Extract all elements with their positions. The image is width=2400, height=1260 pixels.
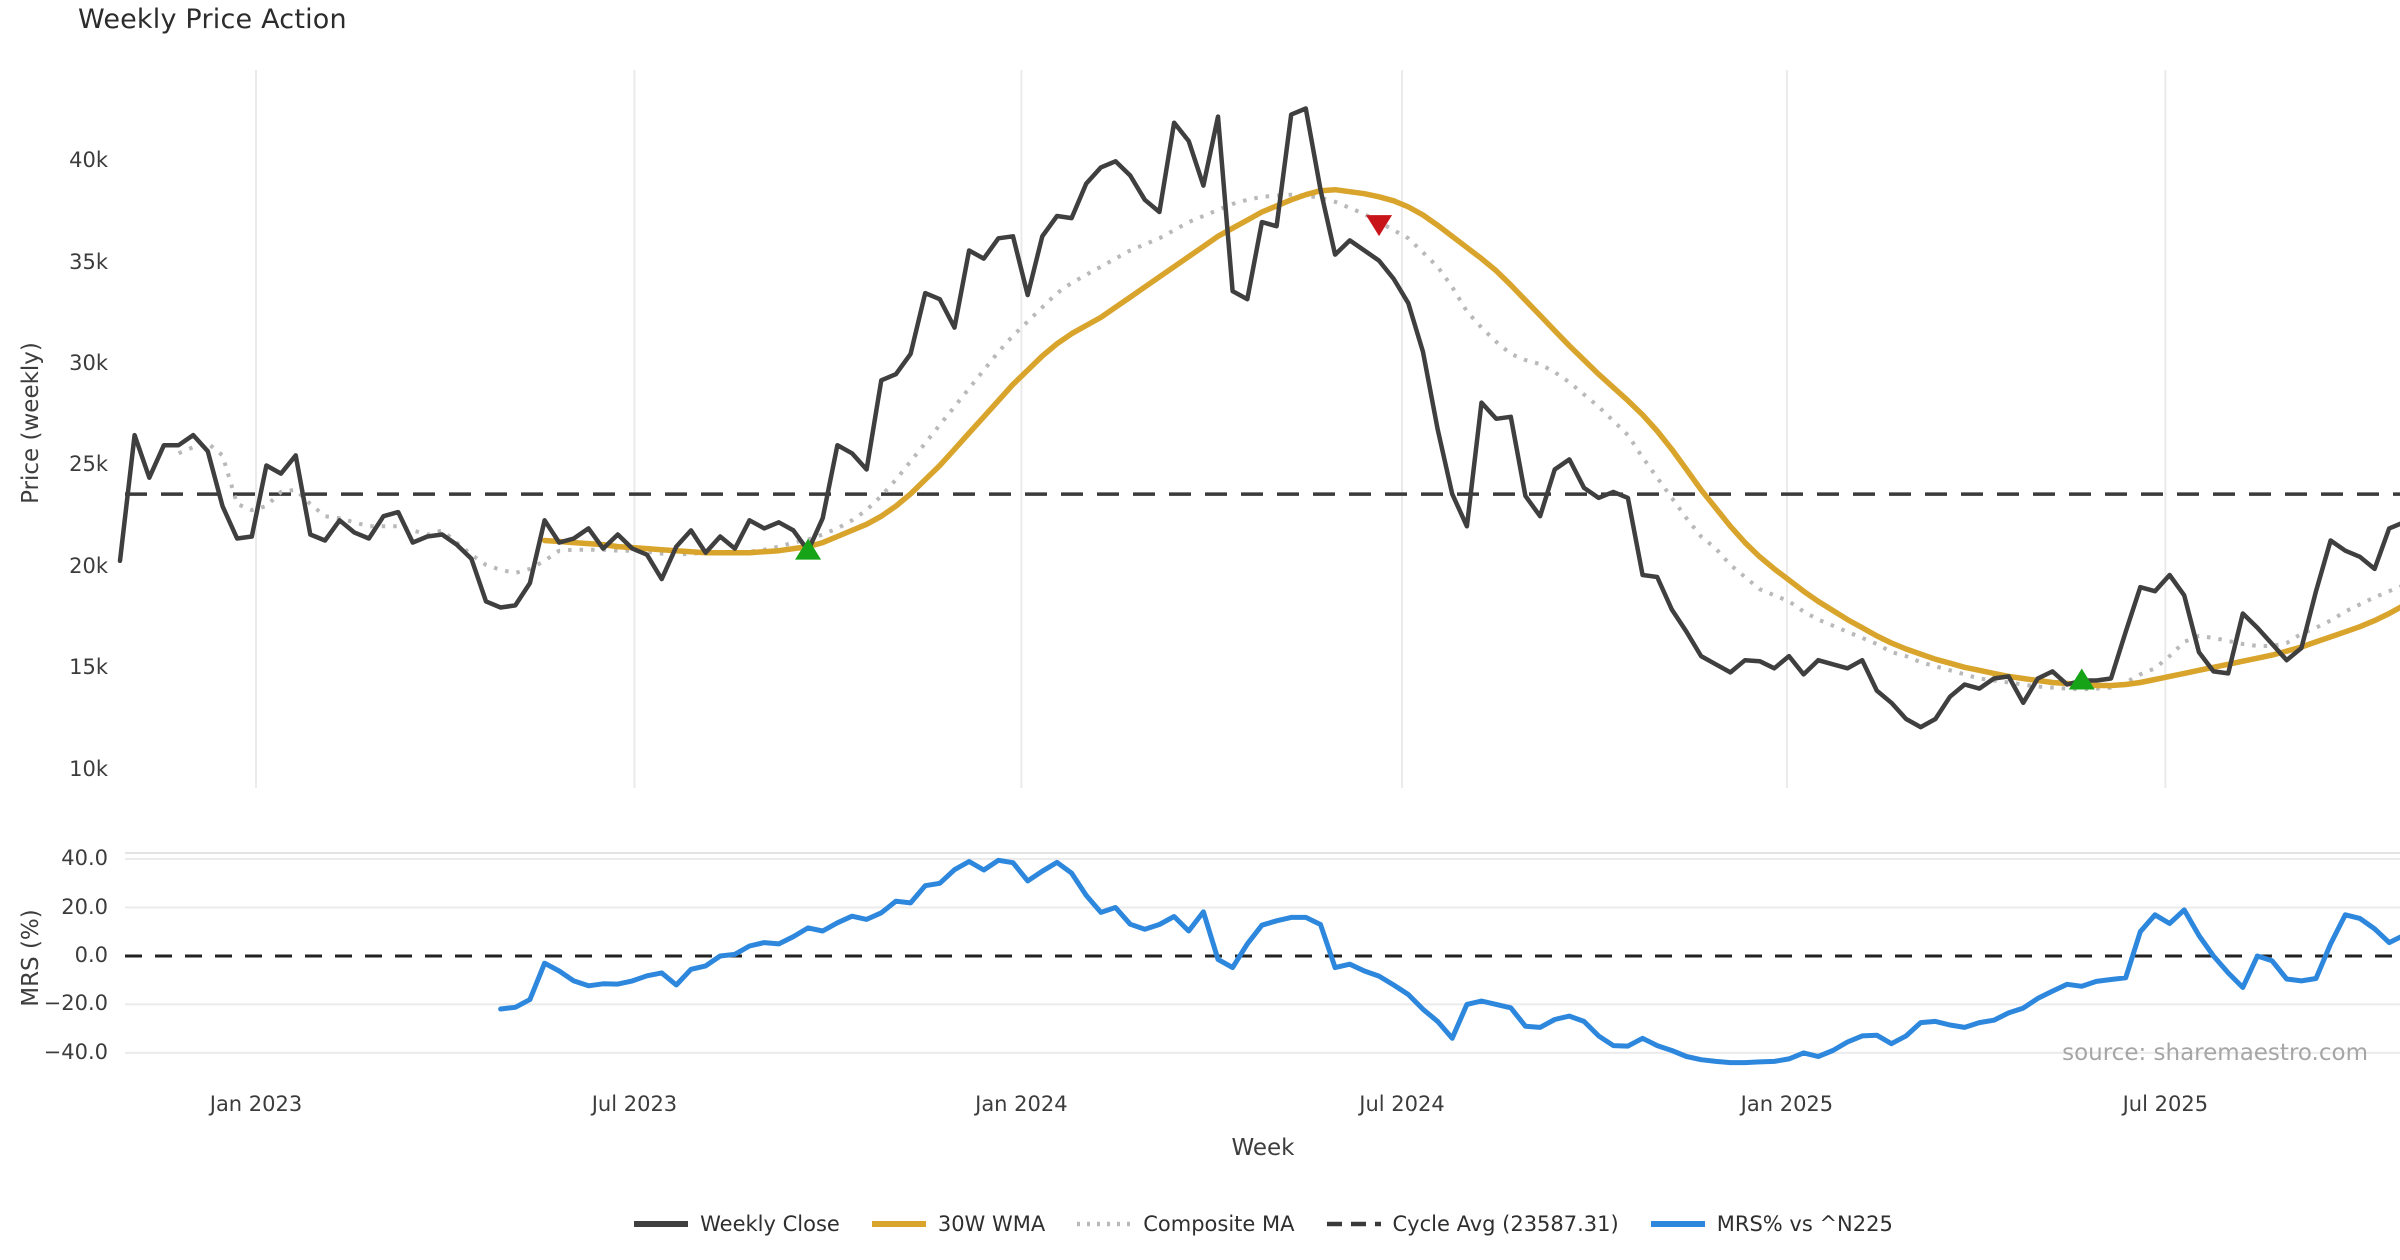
weekly-close-line	[117, 106, 2400, 730]
legend: Weekly Close 30W WMA Composite MA Cycle Avg…	[125, 1212, 2400, 1236]
mrs-y-tick-label: −40.0	[43, 1039, 108, 1064]
legend-swatch-dotted-icon	[1077, 1221, 1132, 1227]
mrs-y-tick-label: 0.0	[74, 942, 108, 967]
x-tick-label: Jan 2025	[1740, 1092, 1834, 1116]
mrs-y-tick-label: −20.0	[43, 991, 108, 1016]
mrs-vs-n225-line	[498, 857, 2400, 1066]
sell-signal-marker	[1366, 215, 1393, 237]
legend-swatch-dashed-icon	[1326, 1221, 1381, 1227]
legend-item-composite-ma[interactable]: Composite MA	[1075, 1212, 1295, 1236]
legend-swatch-solid-icon	[871, 1221, 926, 1227]
price-y-tick-label: 15k	[69, 655, 108, 680]
legend-item-mrs-vs-n225[interactable]: MRS% vs ^N225	[1649, 1212, 1893, 1236]
price-y-tick-label: 20k	[69, 553, 108, 578]
legend-label: 30W WMA	[937, 1212, 1046, 1236]
legend-item-weekly-close[interactable]: Weekly Close	[632, 1212, 840, 1236]
x-tick-label: Jan 2023	[209, 1092, 303, 1116]
price-y-tick-label: 10k	[69, 756, 108, 781]
price-y-tick-label: 40k	[69, 148, 108, 173]
mrs-y-tick-label: 20.0	[61, 894, 108, 919]
x-tick-label: Jan 2024	[975, 1092, 1068, 1116]
x-tick-label: Jul 2024	[1359, 1092, 1445, 1116]
buy-signal-marker	[2068, 668, 2095, 690]
price-y-tick-label: 35k	[69, 249, 108, 274]
price-y-tick-label: 30k	[69, 351, 108, 376]
source-note: source: sharemaestro.com	[2062, 1040, 2368, 1066]
x-axis-label: Week	[1231, 1135, 1295, 1161]
buy-signal-marker	[795, 538, 822, 560]
legend-swatch-solid-icon	[634, 1221, 689, 1227]
price-y-tick-label: 25k	[69, 452, 108, 477]
x-tick-label: Jul 2025	[2122, 1092, 2209, 1116]
30w-wma-line	[541, 186, 2400, 689]
legend-swatch-solid-icon	[1650, 1221, 1705, 1227]
legend-item-cycle-avg-23587-31[interactable]: Cycle Avg (23587.31)	[1325, 1212, 1619, 1236]
legend-label: Cycle Avg (23587.31)	[1392, 1212, 1619, 1236]
mrs-y-tick-label: 40.0	[61, 846, 108, 871]
x-tick-label: Jul 2023	[591, 1092, 678, 1116]
legend-label: Weekly Close	[700, 1212, 840, 1236]
legend-label: MRS% vs ^N225	[1716, 1212, 1893, 1236]
legend-item-30w-wma[interactable]: 30W WMA	[870, 1212, 1045, 1236]
legend-label: Composite MA	[1143, 1212, 1295, 1236]
composite-ma-line	[177, 192, 2400, 692]
page-title: Weekly Price Action	[78, 4, 347, 35]
